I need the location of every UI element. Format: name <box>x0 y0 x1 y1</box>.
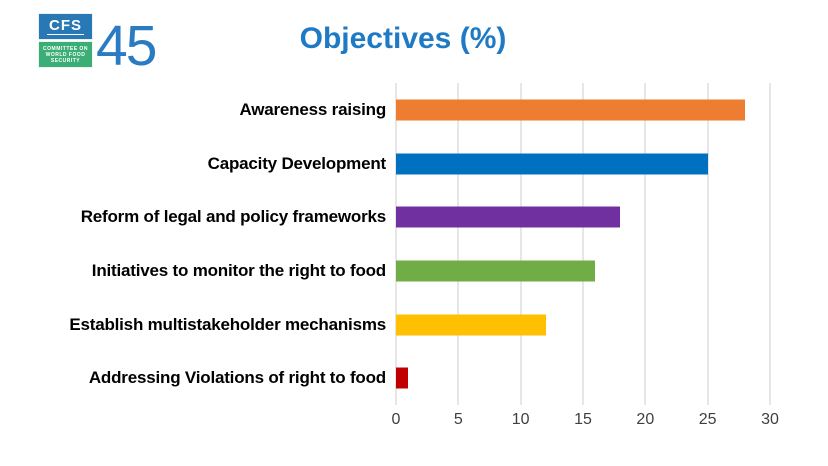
bar-3 <box>396 206 621 228</box>
cfs-logo-blue-box: CFS <box>38 13 93 40</box>
cfs-subtitle-line: COMMITTEE ON <box>43 45 88 52</box>
chart-title: Objectives (%) <box>299 22 507 55</box>
cfs-logo-green-box: COMMITTEE ON WORLD FOOD SECURITY <box>38 41 93 68</box>
gridline-20 <box>644 83 647 405</box>
bar-4 <box>396 260 596 282</box>
cfs45-logo: CFS COMMITTEE ON WORLD FOOD SECURITY 45 <box>38 13 157 78</box>
bar-5 <box>396 314 546 336</box>
plot-gridlines <box>395 83 771 405</box>
gridline-30 <box>769 83 771 405</box>
gridline-0 <box>395 83 397 405</box>
x-axis: 0 5 10 15 20 25 30 <box>392 411 779 435</box>
objectives-bar-chart: Awareness raising Capacity Development Ref… <box>0 70 828 460</box>
category-label: Establish multistakeholder mechanisms <box>69 314 386 334</box>
x-tick-label: 20 <box>636 411 655 428</box>
session-number: 45 <box>96 14 157 78</box>
bar-track <box>396 190 770 244</box>
category-label: Capacity Development <box>207 153 387 173</box>
x-tick-label: 0 <box>391 411 401 428</box>
chart-row: Awareness raising <box>0 83 828 137</box>
bar-2 <box>396 153 708 174</box>
chart-row: Addressing Violations of right to food <box>0 351 828 405</box>
x-tick-label: 10 <box>511 411 530 428</box>
x-tick-label: 5 <box>453 411 463 428</box>
bar-rows: Awareness raising Capacity Development Ref… <box>0 83 828 405</box>
chart-row: Reform of legal and policy frameworks <box>0 190 828 244</box>
bar-track <box>396 83 770 137</box>
category-label: Initiatives to monitor the right to food <box>91 260 386 280</box>
x-tick-label: 25 <box>698 411 717 428</box>
gridline-25 <box>706 83 709 405</box>
chart-row: Establish multistakeholder mechanisms <box>0 298 828 352</box>
gridline-15 <box>582 83 584 405</box>
category-label: Addressing Violations of right to food <box>88 368 386 388</box>
bar-6 <box>396 367 409 389</box>
cfs-acronym: CFS <box>47 17 84 35</box>
bar-track <box>396 351 770 405</box>
gridline-5 <box>457 83 460 405</box>
chart-row: Capacity Development <box>0 137 828 191</box>
cfs-subtitle-line: SECURITY <box>50 57 81 64</box>
bar-1 <box>396 99 746 121</box>
chart-row: Initiatives to monitor the right to food <box>0 244 828 298</box>
bar-track <box>396 137 770 191</box>
x-tick-label: 30 <box>761 411 779 428</box>
category-label: Awareness raising <box>239 99 386 119</box>
category-label: Reform of legal and policy frameworks <box>80 207 386 227</box>
cfs-subtitle-line: WORLD FOOD <box>45 51 86 58</box>
gridline-10 <box>519 83 522 405</box>
cfs-logo-boxes: CFS COMMITTEE ON WORLD FOOD SECURITY <box>38 13 93 68</box>
x-tick-label: 15 <box>574 411 592 428</box>
bar-track <box>396 244 770 298</box>
bar-track <box>396 298 770 352</box>
